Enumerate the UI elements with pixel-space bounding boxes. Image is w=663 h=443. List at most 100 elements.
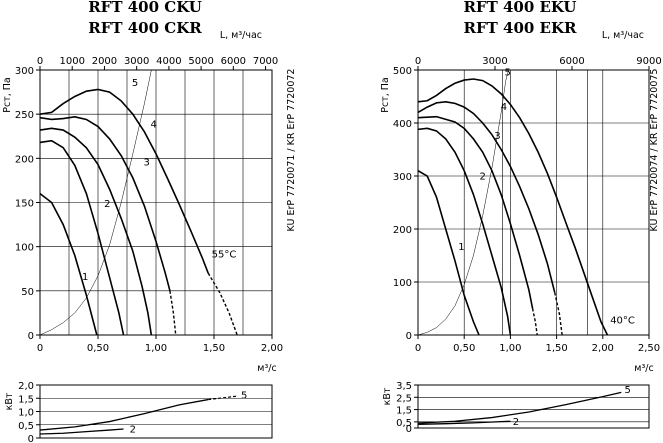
curve-label: 3 <box>144 157 150 168</box>
x-tick-label: 1,50 <box>203 343 225 354</box>
system-curve <box>39 69 152 336</box>
y-tick-label: 250 <box>15 110 34 121</box>
fan-curve-2 <box>417 127 512 336</box>
power-y-tick-label: 2,5 <box>396 393 412 404</box>
x-tick-label: 1,00 <box>499 343 521 354</box>
chart-subtitle: RFT 400 EKR <box>464 19 578 37</box>
x2-tick-label: 7000 <box>253 56 278 67</box>
y-tick-label: 100 <box>393 278 412 289</box>
power-y-tick-label: 1,5 <box>396 406 412 417</box>
x2-tick-label: 9000 <box>636 56 661 67</box>
power-y-axis-label: кВт <box>4 392 15 410</box>
power-curve-2 <box>417 420 511 425</box>
fan-curve-1 <box>39 193 98 336</box>
curve-label: 5 <box>132 78 138 89</box>
power-y-tick-label: 0,5 <box>18 421 34 432</box>
x2-tick-label: 0 <box>415 56 421 67</box>
power-y-tick-label: 2,0 <box>18 381 34 392</box>
fan-curve-3-extension <box>531 308 538 336</box>
x2-tick-label: 5000 <box>188 56 213 67</box>
power-y-tick-label: 1,0 <box>18 408 34 419</box>
power-curve-5-extension <box>208 395 238 401</box>
y-axis-label: Рст, Па <box>380 77 391 113</box>
x-tick-label: 1,00 <box>145 343 167 354</box>
curve-label: 5 <box>504 67 510 78</box>
curve-label: 2 <box>479 172 485 183</box>
x2-tick-label: 0 <box>37 56 43 67</box>
x-tick-label: 1,50 <box>545 343 567 354</box>
fan-curve-2 <box>39 139 125 336</box>
x2-tick-label: 3000 <box>482 56 507 67</box>
fan-curve-4 <box>39 116 171 292</box>
temperature-label: 40°C <box>610 315 635 326</box>
x2-tick-label: 2000 <box>92 56 117 67</box>
curve-label: 4 <box>150 119 156 130</box>
fan-curve-1 <box>417 170 480 336</box>
x-tick-label: 0 <box>415 343 421 354</box>
power-y-tick-label: 3,5 <box>396 381 412 392</box>
x2-tick-label: 6000 <box>559 56 584 67</box>
plot-frame <box>417 69 650 336</box>
power-curve-label: 5 <box>625 385 631 396</box>
fan-curve-4 <box>417 100 556 293</box>
x2-tick-label: 6000 <box>221 56 246 67</box>
fan-curve-4-extension <box>554 292 563 336</box>
y-tick-label: 300 <box>393 172 412 183</box>
x-tick-label: 0,50 <box>87 343 109 354</box>
fan-curve-5 <box>417 78 609 336</box>
model-code-label: KU ErP 7720074 / KR ErP 7720075 <box>649 69 660 232</box>
curve-label: 1 <box>458 242 464 253</box>
x-axis-label: м³/с <box>257 363 276 374</box>
fan-curve-5-extension <box>207 272 238 336</box>
x-tick-label: 0 <box>37 343 43 354</box>
y-tick-label: 0 <box>406 331 412 342</box>
x-tick-label: 2,00 <box>592 343 614 354</box>
x2-tick-label: 1000 <box>59 56 84 67</box>
power-curve-label: 2 <box>130 425 136 436</box>
chart-title: RFT 400 EKU <box>463 0 576 16</box>
power-curve-5 <box>417 391 622 424</box>
x-tick-label: 0,50 <box>453 343 475 354</box>
y-tick-label: 150 <box>15 199 34 210</box>
y-tick-label: 500 <box>393 66 412 77</box>
y-tick-label: 200 <box>393 225 412 236</box>
x-tick-label: 2,00 <box>261 343 283 354</box>
power-y-axis-label: кВт <box>382 387 393 405</box>
curve-label: 4 <box>501 102 507 113</box>
curve-label: 1 <box>82 272 88 283</box>
y-tick-label: 100 <box>15 243 34 254</box>
fan-curve-4-extension <box>169 290 177 336</box>
power-y-tick-label: 0 <box>406 424 412 435</box>
x2-tick-label: 4000 <box>156 56 181 67</box>
power-y-tick-label: 1,5 <box>18 394 34 405</box>
power-curve-label: 2 <box>513 417 519 428</box>
fan-curve-3 <box>39 127 153 336</box>
x2-tick-label: 3000 <box>124 56 149 67</box>
x2-axis-label: L, м³/час <box>220 30 262 41</box>
y-tick-label: 0 <box>28 331 34 342</box>
x2-axis-label: L, м³/час <box>602 30 644 41</box>
curve-label: 3 <box>494 131 500 142</box>
model-code-label: KU ErP 7720071 / KR ErP 7720072 <box>286 69 297 232</box>
y-tick-label: 200 <box>15 154 34 165</box>
fan-curve-5 <box>39 88 209 274</box>
x-axis-label: м³/с <box>634 363 653 374</box>
fan-curve-3 <box>417 115 534 309</box>
y-axis-label: Рст, Па <box>2 77 13 113</box>
chart-subtitle: RFT 400 CKR <box>88 19 202 37</box>
x-tick-label: 2,50 <box>638 343 660 354</box>
power-curve-5 <box>39 398 209 431</box>
power-y-tick-label: 0,5 <box>396 418 412 429</box>
power-y-tick-label: 0 <box>28 434 34 443</box>
power-curve-label: 5 <box>241 391 247 402</box>
temperature-label: 55°C <box>212 249 237 260</box>
y-tick-label: 300 <box>15 66 34 77</box>
curve-label: 2 <box>104 199 110 210</box>
system-curve <box>417 69 509 336</box>
y-tick-label: 50 <box>21 287 34 298</box>
chart-title: RFT 400 CKU <box>88 0 202 16</box>
y-tick-label: 400 <box>393 119 412 130</box>
